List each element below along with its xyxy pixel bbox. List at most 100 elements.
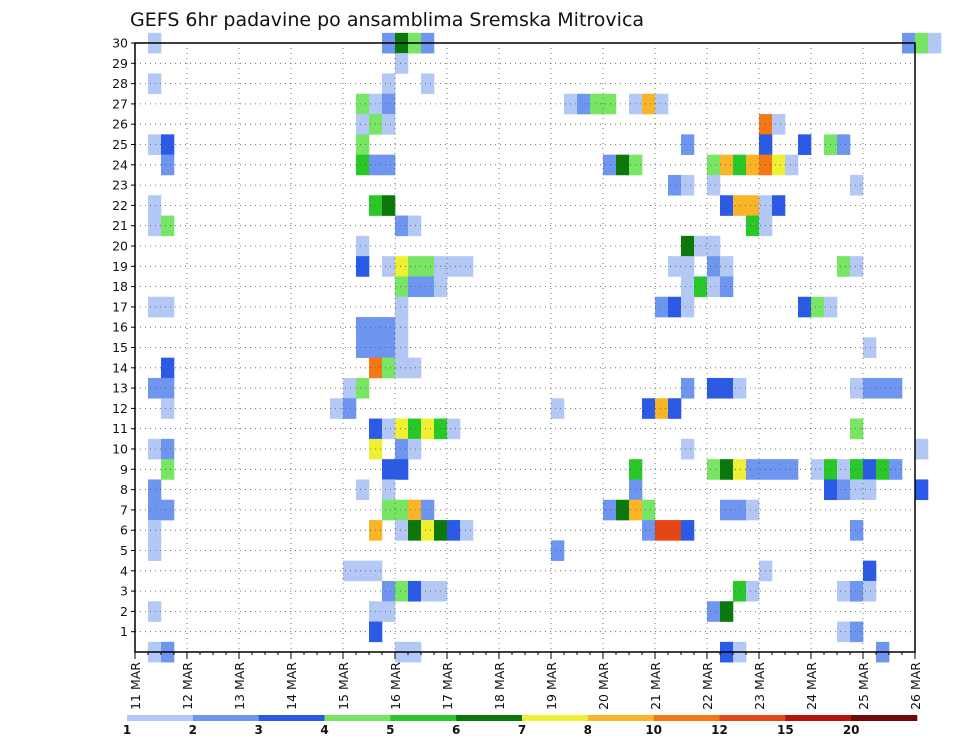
- heatmap-cell: [161, 215, 175, 237]
- y-tick-label: 5: [120, 543, 128, 558]
- heatmap-cell: [850, 256, 864, 277]
- heatmap-cell: [447, 418, 461, 440]
- heatmap-cell: [785, 459, 799, 480]
- heatmap-cell: [356, 337, 370, 358]
- heatmap-cell: [746, 195, 760, 216]
- colorbar-swatch: [719, 715, 786, 721]
- y-tick-label: 26: [112, 117, 128, 132]
- heatmap-cell: [408, 276, 422, 298]
- x-tick-label: 23 MAR: [752, 662, 767, 710]
- x-tick-label: 20 MAR: [596, 662, 611, 710]
- heatmap-cell: [161, 134, 175, 155]
- heatmap-cell: [408, 418, 422, 440]
- heatmap-cell: [382, 499, 396, 521]
- heatmap-cell: [447, 256, 461, 277]
- heatmap-cell: [356, 377, 370, 399]
- heatmap-cell: [148, 601, 162, 622]
- heatmap-cell: [148, 377, 162, 399]
- heatmap-cells: [148, 32, 942, 663]
- x-tick-label: 14 MAR: [284, 662, 299, 710]
- colorbar-swatch: [192, 715, 259, 721]
- heatmap-cell: [811, 296, 825, 318]
- heatmap-cell: [876, 377, 890, 399]
- heatmap-cell: [603, 499, 617, 521]
- y-tick-label: 7: [120, 502, 128, 517]
- y-tick-label: 10: [112, 442, 128, 457]
- colorbar-label: 5: [386, 723, 394, 737]
- x-tick-label: 22 MAR: [700, 662, 715, 710]
- heatmap-cell: [148, 520, 162, 541]
- heatmap-cell: [707, 174, 721, 196]
- y-tick-label: 13: [112, 381, 128, 396]
- heatmap-cell: [395, 215, 409, 237]
- colorbar-label: 1: [123, 723, 131, 737]
- heatmap-cell: [772, 459, 786, 480]
- colorbar-swatch: [851, 715, 918, 721]
- heatmap-cell: [720, 154, 734, 176]
- y-tick-label: 30: [112, 36, 128, 51]
- y-tick-label: 3: [120, 584, 128, 599]
- heatmap-cell: [148, 73, 162, 95]
- y-tick-label: 24: [112, 157, 128, 172]
- x-tick-label: 16 MAR: [388, 662, 403, 710]
- heatmap-cell: [408, 580, 422, 602]
- heatmap-cell: [447, 520, 461, 541]
- heatmap-cell: [460, 520, 474, 541]
- heatmap-cell: [850, 459, 864, 480]
- heatmap-cell: [161, 499, 175, 521]
- heatmap-cell: [382, 73, 396, 95]
- heatmap-cell: [161, 377, 175, 399]
- heatmap-cell: [928, 32, 942, 54]
- heatmap-cell: [642, 520, 656, 541]
- heatmap-cell: [395, 276, 409, 298]
- heatmap-cell: [161, 296, 175, 318]
- heatmap-cell: [395, 357, 409, 379]
- heatmap-cell: [720, 377, 734, 399]
- heatmap-cell: [837, 479, 851, 501]
- y-tick-label: 27: [112, 96, 128, 111]
- heatmap-cell: [707, 377, 721, 399]
- colorbar-swatch: [587, 715, 654, 721]
- y-tick-label: 9: [120, 462, 128, 477]
- heatmap-cell: [733, 580, 747, 602]
- heatmap-cell: [681, 377, 695, 399]
- colorbar-swatch: [324, 715, 391, 721]
- heatmap-cell: [161, 438, 175, 460]
- colorbar-swatch: [522, 715, 589, 721]
- y-tick-label: 19: [112, 259, 128, 274]
- heatmap-cell: [421, 418, 435, 440]
- colorbar-label: 4: [320, 723, 328, 737]
- heatmap-cell: [707, 276, 721, 298]
- heatmap-cell: [395, 256, 409, 277]
- colorbar-label: 12: [711, 723, 728, 737]
- heatmap-cell: [161, 459, 175, 480]
- colorbar-legend: 1 2 3 4 5 6 7 8 10 12 15 20: [123, 715, 918, 737]
- heatmap-cell: [681, 296, 695, 318]
- heatmap-cell: [421, 73, 435, 95]
- heatmap-cell: [850, 580, 864, 602]
- heatmap-cell: [356, 134, 370, 155]
- heatmap-cell: [161, 398, 175, 419]
- plot-frame: [134, 42, 916, 653]
- heatmap-cell: [642, 499, 656, 521]
- heatmap-cell: [382, 195, 396, 216]
- heatmap-cell: [408, 520, 422, 541]
- heatmap-cell: [408, 438, 422, 460]
- colorbar-label: 15: [777, 723, 794, 737]
- y-tick-label: 16: [112, 320, 128, 335]
- heatmap-cell: [707, 459, 721, 480]
- heatmap-cell: [642, 398, 656, 419]
- heatmap-cell: [655, 398, 669, 419]
- heatmap-cell: [395, 520, 409, 541]
- heatmap-cell: [720, 499, 734, 521]
- heatmap-cell: [356, 93, 370, 115]
- heatmap-cell: [421, 276, 435, 298]
- heatmap-cell: [551, 540, 565, 561]
- heatmap-cell: [668, 296, 682, 318]
- heatmap-cell: [382, 256, 396, 277]
- y-tick-label: 14: [112, 360, 128, 375]
- heatmap-cell: [356, 154, 370, 176]
- y-tick-label: 6: [120, 523, 128, 538]
- heatmap-cell: [343, 560, 357, 582]
- chart-title: GEFS 6hr padavine po ansamblima Sremska …: [130, 9, 644, 31]
